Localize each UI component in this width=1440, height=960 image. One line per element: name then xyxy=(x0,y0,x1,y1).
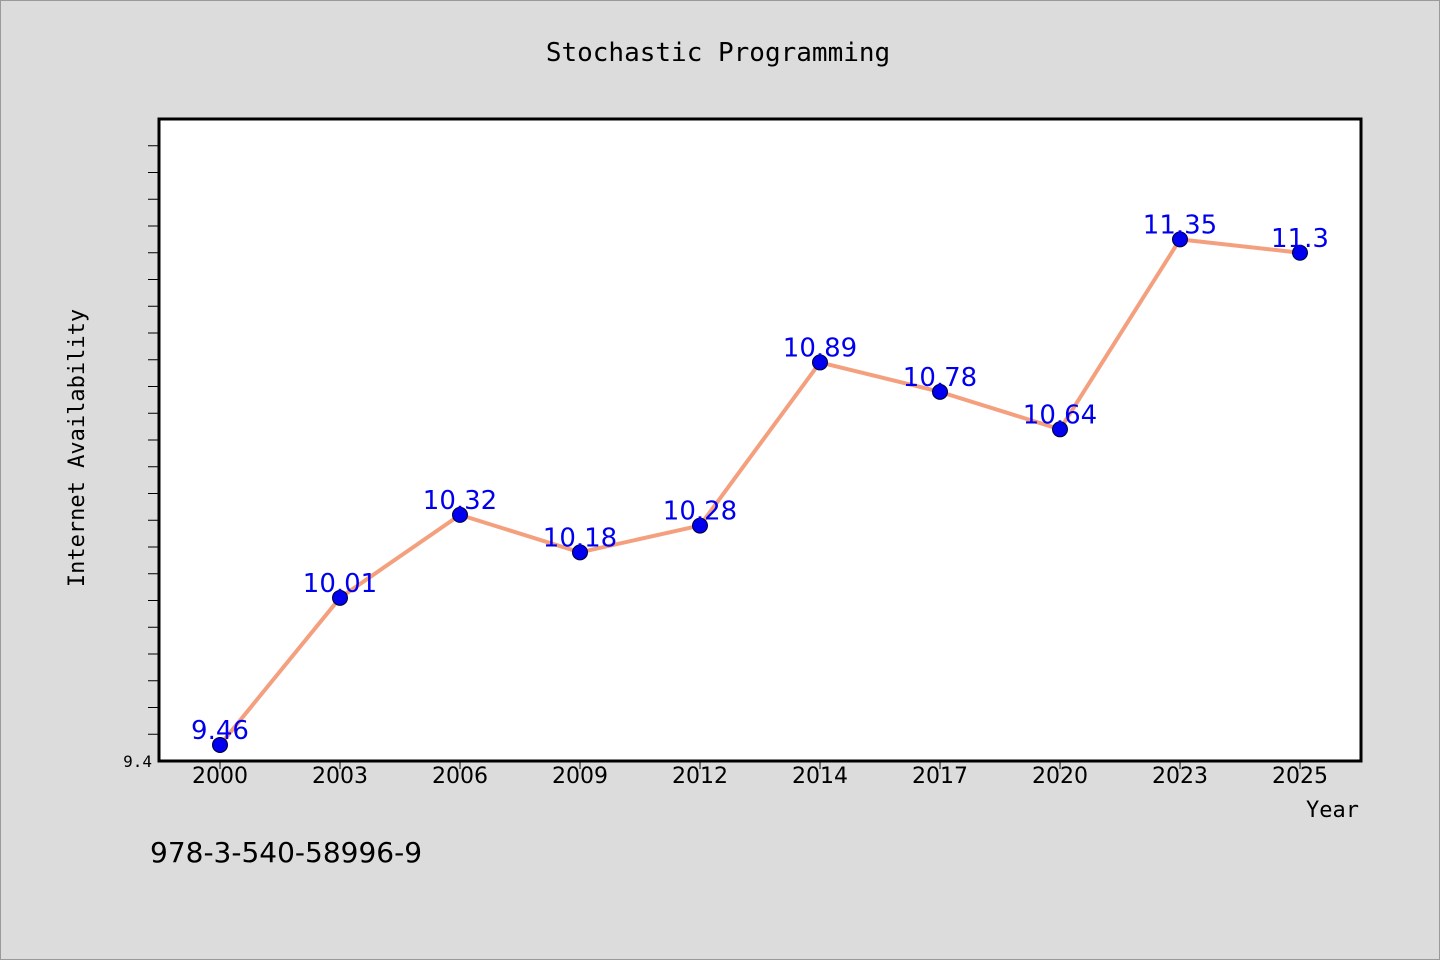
x-tick-label: 2000 xyxy=(192,764,248,789)
x-tick-label: 2014 xyxy=(792,764,848,789)
series-points-group xyxy=(212,231,1308,753)
y-tick-label: 9.4 xyxy=(123,752,152,771)
data-point xyxy=(932,383,948,400)
isbn-footnote: 978-3-540-58996-9 xyxy=(150,836,422,869)
y-axis: 9.4 xyxy=(123,145,159,771)
x-tick-label: 2025 xyxy=(1272,764,1328,789)
data-label: 10.28 xyxy=(663,497,737,527)
x-tick-label: 2006 xyxy=(432,764,488,789)
data-point xyxy=(452,506,468,523)
data-label: 11.3 xyxy=(1271,224,1329,254)
data-label: 10.64 xyxy=(1023,400,1097,430)
data-point xyxy=(1052,421,1068,438)
data-point xyxy=(692,517,708,534)
x-tick-label: 2020 xyxy=(1032,764,1088,789)
data-point xyxy=(212,736,228,753)
x-tick-label: 2023 xyxy=(1152,764,1208,789)
data-label: 10.32 xyxy=(423,486,497,516)
data-point xyxy=(332,589,348,606)
data-label: 10.01 xyxy=(303,569,377,599)
data-point xyxy=(572,544,588,561)
plot-area xyxy=(157,117,1363,763)
data-point xyxy=(1172,231,1188,248)
data-point xyxy=(1292,244,1308,261)
x-tick-label: 2012 xyxy=(672,764,728,789)
data-label: 10.78 xyxy=(903,363,977,393)
data-label: 10.18 xyxy=(543,523,617,553)
data-label: 9.46 xyxy=(191,716,249,746)
data-label: 11.35 xyxy=(1143,210,1217,240)
x-tick-label: 2003 xyxy=(312,764,368,789)
y-axis-label: Internet Availability xyxy=(65,309,90,587)
data-labels-group: 9.46 10.01 10.32 10.18 10.28 10.89 10.78 10.64 1… xyxy=(191,210,1329,746)
x-axis: 2000 2003 2006 2009 2012 2014 2017 2020 2023 2025 xyxy=(192,761,1328,789)
series-line xyxy=(218,237,1302,747)
x-tick-label: 2009 xyxy=(552,764,608,789)
chart-title: Stochastic Programming xyxy=(546,38,890,68)
series-line-group xyxy=(218,237,1302,747)
x-axis-label: Year xyxy=(1306,798,1359,823)
data-point xyxy=(812,354,828,371)
x-tick-label: 2017 xyxy=(912,764,968,789)
data-label: 10.89 xyxy=(783,333,857,363)
